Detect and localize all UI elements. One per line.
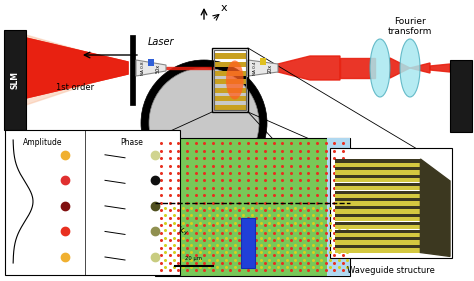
Bar xyxy=(335,198,420,201)
Text: 20x: 20x xyxy=(267,64,273,72)
Ellipse shape xyxy=(400,39,420,97)
Bar xyxy=(5,130,180,275)
Polygon shape xyxy=(26,38,128,98)
Bar xyxy=(335,214,420,217)
Bar xyxy=(214,53,246,58)
Polygon shape xyxy=(26,38,128,98)
Text: 20 µm: 20 µm xyxy=(185,256,202,261)
Bar xyxy=(335,178,420,182)
Polygon shape xyxy=(26,35,110,105)
Bar xyxy=(335,237,420,241)
Bar xyxy=(335,194,420,198)
Text: x: x xyxy=(221,3,228,13)
Bar xyxy=(335,209,420,214)
Bar xyxy=(335,159,420,162)
Bar xyxy=(335,191,420,194)
Polygon shape xyxy=(420,159,450,256)
Text: 50x: 50x xyxy=(155,64,161,72)
Bar xyxy=(335,206,420,209)
Bar xyxy=(155,138,350,276)
Polygon shape xyxy=(136,60,166,76)
Ellipse shape xyxy=(226,60,244,99)
Bar xyxy=(241,218,255,268)
Text: NA 0.4: NA 0.4 xyxy=(253,61,257,75)
Text: Laser: Laser xyxy=(148,37,174,47)
Text: Fourier: Fourier xyxy=(394,17,426,26)
Text: Amplitude: Amplitude xyxy=(23,138,63,147)
Bar xyxy=(335,233,420,237)
Bar xyxy=(214,62,246,67)
Polygon shape xyxy=(390,58,430,78)
Text: Waveguide structure: Waveguide structure xyxy=(347,266,435,275)
Bar xyxy=(335,170,420,175)
Text: z: z xyxy=(320,140,326,150)
Bar xyxy=(335,241,420,245)
Bar xyxy=(214,79,246,84)
Bar xyxy=(335,186,420,190)
Bar xyxy=(4,30,26,130)
Bar xyxy=(335,167,420,170)
Bar xyxy=(214,50,246,110)
Bar xyxy=(214,71,246,76)
Bar xyxy=(335,162,420,167)
Bar xyxy=(130,35,135,105)
Circle shape xyxy=(149,68,259,178)
Polygon shape xyxy=(278,56,340,80)
Text: NA 0.8: NA 0.8 xyxy=(141,61,145,75)
Bar xyxy=(335,175,420,178)
Bar xyxy=(260,58,266,65)
Bar xyxy=(214,96,246,101)
Polygon shape xyxy=(166,67,214,69)
Bar xyxy=(212,48,248,112)
Text: 1st order: 1st order xyxy=(56,83,94,92)
Bar xyxy=(335,183,420,186)
Text: Phase: Phase xyxy=(120,138,144,147)
Bar xyxy=(327,138,350,276)
Bar xyxy=(214,105,246,110)
Text: transform: transform xyxy=(388,28,432,37)
Text: SLM: SLM xyxy=(10,71,19,89)
Bar xyxy=(148,59,154,66)
Polygon shape xyxy=(340,58,375,78)
Bar xyxy=(335,230,420,233)
Ellipse shape xyxy=(370,39,390,97)
Bar xyxy=(214,88,246,93)
Bar xyxy=(335,222,420,225)
Bar xyxy=(335,245,420,248)
Bar xyxy=(335,201,420,206)
Bar xyxy=(330,148,452,258)
Bar xyxy=(335,248,420,253)
Bar xyxy=(335,225,420,229)
Bar xyxy=(335,217,420,221)
Text: $k_y$: $k_y$ xyxy=(178,225,189,238)
Polygon shape xyxy=(248,60,278,76)
Circle shape xyxy=(141,60,267,186)
Polygon shape xyxy=(430,64,450,72)
Bar xyxy=(450,60,472,132)
